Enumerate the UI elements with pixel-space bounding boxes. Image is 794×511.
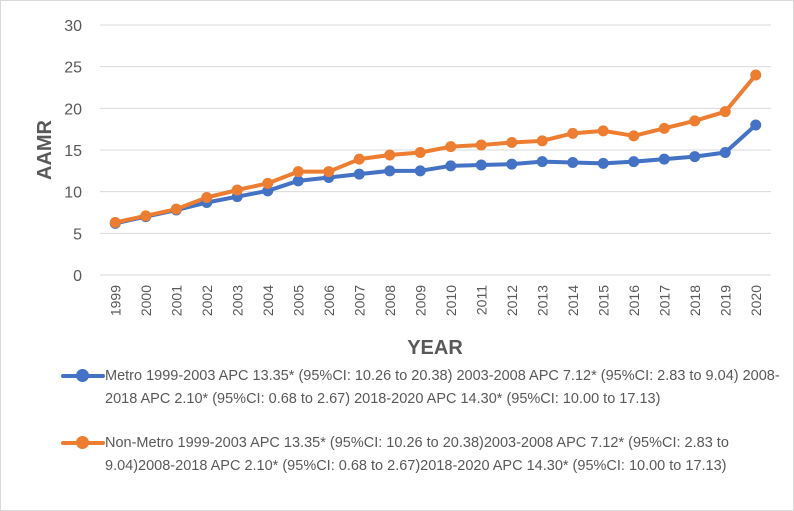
data-point-metro <box>384 165 396 177</box>
y-tick-label: 10 <box>64 185 82 202</box>
legend-marker-non-metro <box>61 432 105 454</box>
data-point-non-metro <box>292 166 304 178</box>
data-point-non-metro <box>475 139 487 151</box>
data-point-metro <box>689 151 701 163</box>
x-tick-label: 2000 <box>138 285 154 316</box>
x-tick-label: 2014 <box>565 285 581 316</box>
legend-label-metro: Metro 1999-2003 APC 13.35* (95%CI: 10.26… <box>105 368 780 407</box>
data-point-non-metro <box>597 125 609 137</box>
legend-marker-metro <box>61 365 105 387</box>
data-point-non-metro <box>658 122 670 134</box>
data-point-non-metro <box>384 149 396 161</box>
x-tick-label: 2020 <box>748 285 764 316</box>
data-point-non-metro <box>170 203 182 215</box>
x-tick-label: 2003 <box>229 285 245 316</box>
legend-entry-metro: Metro 1999-2003 APC 13.35* (95%CI: 10.26… <box>61 365 781 411</box>
y-tick-label: 25 <box>64 60 82 77</box>
data-point-non-metro <box>231 184 243 196</box>
data-point-non-metro <box>628 130 640 142</box>
data-point-non-metro <box>109 217 121 228</box>
data-point-metro <box>506 158 518 170</box>
data-point-metro <box>567 157 579 168</box>
data-point-metro <box>750 119 762 131</box>
data-point-metro <box>536 156 548 168</box>
data-point-non-metro <box>262 177 274 189</box>
data-point-metro <box>292 175 304 187</box>
data-point-metro <box>475 159 487 171</box>
data-point-metro <box>658 153 670 165</box>
x-tick-label: 2001 <box>168 285 184 316</box>
x-tick-label: 1999 <box>107 285 123 316</box>
line-chart: 0 5 10 15 20 25 30 1999 2000 2001 2002 2003 2004 200… <box>34 18 771 359</box>
data-point-non-metro <box>506 137 518 148</box>
data-point-non-metro <box>719 106 731 118</box>
legend-entry-non-metro: Non-Metro 1999-2003 APC 13.35* (95%CI: 1… <box>61 432 781 478</box>
series-line-non-metro <box>113 73 758 225</box>
data-point-metro <box>719 147 731 158</box>
x-tick-label: 2013 <box>534 285 550 316</box>
data-point-non-metro <box>201 192 213 203</box>
x-tick-label: 2008 <box>382 285 398 316</box>
series-line-metro <box>113 123 758 226</box>
y-tick-label: 5 <box>73 226 82 243</box>
data-point-non-metro <box>140 210 152 222</box>
legend-label-non-metro: Non-Metro 1999-2003 APC 13.35* (95%CI: 1… <box>105 435 729 474</box>
y-axis-label: AAMR <box>34 119 56 180</box>
x-tick-label: 2011 <box>473 285 489 315</box>
x-tick-label: 2005 <box>290 285 306 316</box>
x-tick-label: 2018 <box>687 285 703 316</box>
x-tick-label: 2007 <box>351 285 367 316</box>
y-tick-label: 0 <box>73 268 82 285</box>
x-tick-label: 2017 <box>656 285 672 316</box>
data-point-metro <box>597 157 609 169</box>
x-tick-label: 2019 <box>717 285 733 316</box>
x-tick-label: 2012 <box>504 285 520 316</box>
data-point-metro <box>414 165 426 177</box>
x-tick-label: 2006 <box>321 285 337 316</box>
data-point-non-metro <box>567 127 579 139</box>
data-point-non-metro <box>353 153 365 165</box>
data-point-metro <box>445 160 457 172</box>
y-tick-label: 30 <box>64 18 82 35</box>
x-tick-label: 2010 <box>443 285 459 316</box>
data-point-non-metro <box>445 141 457 153</box>
x-tick-label: 2004 <box>260 285 276 316</box>
data-point-non-metro <box>414 147 426 158</box>
y-tick-label: 20 <box>64 101 82 118</box>
data-point-metro <box>353 168 365 180</box>
data-point-non-metro <box>536 135 548 147</box>
x-tick-label: 2015 <box>595 285 611 316</box>
x-tick-label: 2009 <box>412 285 428 316</box>
y-tick-label: 15 <box>64 143 82 160</box>
data-point-non-metro <box>689 115 701 127</box>
data-point-non-metro <box>750 69 762 81</box>
x-tick-label: 2002 <box>199 285 215 316</box>
data-point-non-metro <box>323 166 335 178</box>
x-tick-label: 2016 <box>626 285 642 316</box>
data-point-metro <box>628 156 640 168</box>
x-axis-label: YEAR <box>407 337 463 359</box>
